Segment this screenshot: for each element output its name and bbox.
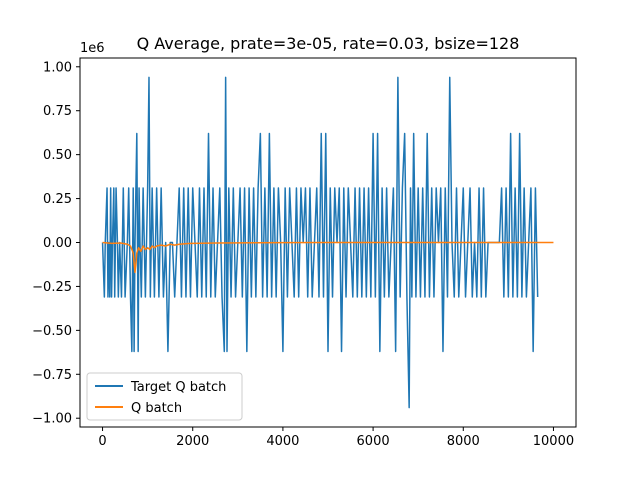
y-scale-label: 1e6 <box>80 41 105 56</box>
y-tick-label: 1.00 <box>43 60 72 75</box>
chart-title: Q Average, prate=3e-05, rate=0.03, bsize… <box>137 34 520 53</box>
y-tick-label: −0.75 <box>32 368 72 383</box>
plot-area <box>101 76 554 409</box>
y-tick-label: 0.00 <box>43 236 72 251</box>
y-tick-label: 0.50 <box>43 148 72 163</box>
x-tick-label: 6000 <box>357 434 390 449</box>
y-tick-label: −0.50 <box>32 324 72 339</box>
legend: Target Q batch Q batch <box>86 372 243 421</box>
y-tick-label: 0.75 <box>43 104 72 119</box>
x-tick-label: 10000 <box>533 434 574 449</box>
series-line-q-batch <box>102 241 554 274</box>
x-tick-label: 0 <box>98 434 106 449</box>
legend-box <box>86 372 243 421</box>
axes-frame <box>79 57 577 428</box>
legend-label-q-batch: Q batch <box>131 401 182 416</box>
y-tick-label: −1.00 <box>32 412 72 427</box>
x-tick-label: 8000 <box>447 434 480 449</box>
x-axis: 0 2000 4000 6000 8000 10000 <box>98 427 574 449</box>
y-tick-label: 0.25 <box>43 192 72 207</box>
x-tick-label: 2000 <box>176 434 209 449</box>
y-axis: 1.00 0.75 0.50 0.25 0.00 −0.25 −0.50 −0.75 −1.00 <box>32 60 80 427</box>
series-line-target-q-batch <box>101 76 539 409</box>
y-tick-label: −0.25 <box>32 280 72 295</box>
legend-label-target-q: Target Q batch <box>130 380 226 395</box>
x-tick-label: 4000 <box>266 434 299 449</box>
